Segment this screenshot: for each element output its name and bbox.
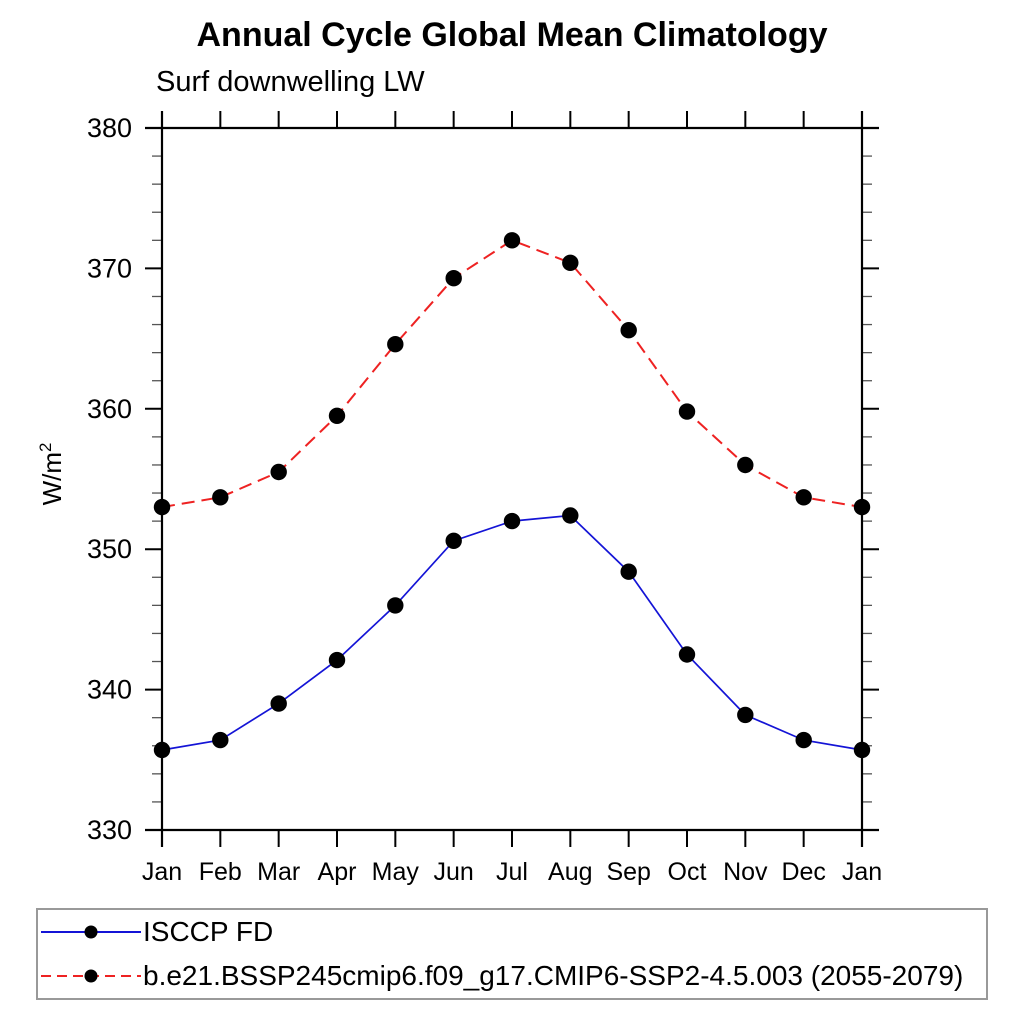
chart-subtitle: Surf downwelling LW	[156, 66, 425, 98]
data-point-marker	[270, 463, 287, 481]
x-tick-label: Oct	[668, 858, 707, 886]
legend-line-sample-model	[41, 969, 141, 983]
legend-label-model: b.e21.BSSP245cmip6.f09_g17.CMIP6-SSP2-4.…	[143, 960, 964, 991]
data-point-marker	[387, 597, 404, 614]
data-point-marker	[328, 407, 346, 424]
x-tick-label: Nov	[723, 858, 768, 886]
data-point-marker	[562, 507, 579, 524]
x-tick-label: Jan	[142, 858, 182, 886]
data-point-marker	[678, 403, 696, 420]
legend-label-obs: ISCCP FD	[143, 916, 274, 947]
chart-title: Annual Cycle Global Mean Climatology	[196, 16, 828, 54]
data-point-marker	[445, 532, 462, 549]
data-point-marker	[153, 741, 171, 759]
chart-legend: ISCCP FD b.e21.BSSP245cmip6.f09_g17.CMIP…	[36, 908, 988, 1000]
x-tick-label: Feb	[199, 858, 242, 886]
data-point-marker	[795, 731, 812, 749]
data-point-marker	[212, 489, 229, 506]
legend-line-sample-obs	[41, 925, 141, 939]
data-point-marker	[737, 456, 754, 474]
y-tick-label: 360	[87, 394, 132, 424]
series-line-model	[161, 239, 863, 509]
data-point-marker	[562, 254, 579, 271]
data-point-marker	[445, 270, 462, 287]
data-point-marker	[620, 322, 637, 339]
data-point-marker	[153, 498, 171, 516]
data-point-marker	[212, 731, 229, 749]
data-point-marker	[503, 512, 521, 530]
data-point-marker	[678, 646, 696, 663]
data-point-marker	[620, 563, 637, 580]
y-tick-label: 380	[87, 113, 132, 143]
legend-entry-isccp: ISCCP FD	[41, 910, 986, 954]
x-tick-label: Mar	[257, 858, 300, 886]
data-point-marker	[503, 232, 521, 249]
data-point-marker	[853, 498, 871, 516]
data-point-marker	[737, 706, 754, 724]
y-tick-label: 340	[87, 675, 132, 705]
x-tick-label: Jun	[434, 858, 474, 886]
y-tick-label: 330	[87, 815, 132, 845]
x-tick-label: Aug	[548, 858, 592, 886]
x-tick-label: May	[372, 858, 420, 886]
data-point-marker	[795, 489, 812, 506]
data-point-marker	[328, 651, 346, 669]
x-tick-label: Jan	[842, 858, 882, 886]
data-point-marker	[853, 741, 871, 759]
x-tick-label: Jul	[496, 858, 528, 886]
x-tick-label: Dec	[781, 858, 825, 886]
y-tick-label: 370	[87, 253, 132, 283]
y-tick-label: 350	[87, 534, 132, 564]
x-tick-label: Apr	[318, 858, 357, 886]
x-tick-label: Sep	[606, 858, 650, 886]
series-line-obs	[161, 514, 863, 751]
data-point-marker	[387, 336, 404, 353]
legend-sample-marker	[84, 969, 98, 983]
data-point-marker	[270, 695, 287, 712]
legend-sample-marker	[84, 925, 98, 939]
legend-entry-model: b.e21.BSSP245cmip6.f09_g17.CMIP6-SSP2-4.…	[41, 954, 986, 998]
